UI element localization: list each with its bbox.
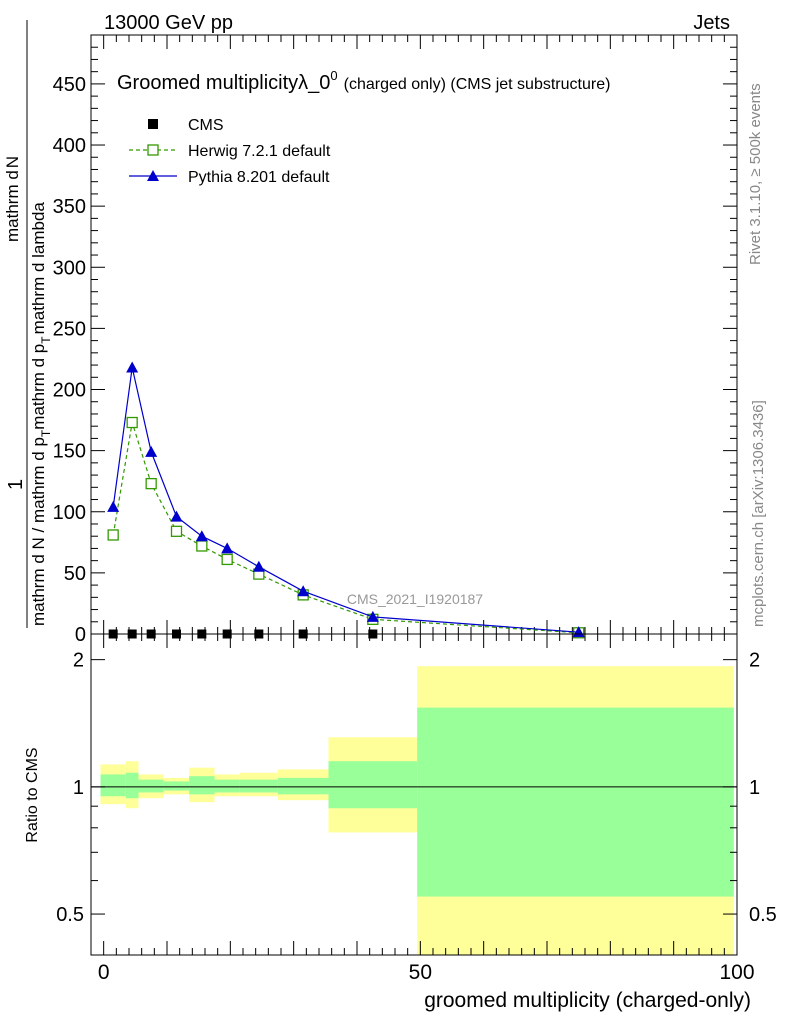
side-note-mcplots: mcplots.cern.ch [arXiv:1306.3436] — [750, 400, 767, 627]
data-point-herwig — [196, 540, 208, 552]
x-axis-label: groomed multiplicity (charged-only) — [424, 989, 751, 1012]
analysis-watermark: CMS_2021_I1920187 — [347, 591, 483, 607]
y-tick-label: 150 — [53, 441, 86, 463]
y-tick-label: 250 — [53, 318, 86, 340]
ratio-band-stat — [100, 774, 126, 797]
legend-label-cms: CMS — [188, 117, 224, 134]
ratio-y-tick-label: 0.5 — [56, 904, 84, 926]
ylabel-mid-sub: T — [39, 336, 53, 344]
ratio-bands — [100, 666, 734, 955]
main-y-label: 1 mathrm d N / mathrm d pTmathrm d pTmat… — [3, 20, 53, 628]
y-tick-label: 400 — [53, 135, 86, 157]
y-tick-label: 0 — [75, 624, 86, 646]
ratio-band-stat — [277, 777, 329, 795]
header-right: Jets — [693, 12, 730, 34]
ylabel-left: mathrm d N / mathrm d p — [29, 437, 48, 626]
title-subtitle: (charged only) (CMS jet substructure) — [344, 76, 611, 93]
ratio-band-stat — [125, 772, 139, 799]
data-point-herwig — [221, 553, 233, 566]
ratio-band-stat — [214, 779, 240, 793]
ratio-y-tick-label-right: 1 — [749, 777, 760, 799]
ratio-y-tick-label-right: 2 — [749, 650, 760, 672]
y-tick-label: 100 — [53, 502, 86, 524]
ylabel-left-sub: T — [39, 429, 53, 437]
data-point-herwig — [107, 529, 119, 541]
ylabel-top-n: N — [3, 156, 22, 168]
ratio-y-tick-label-right: 0.5 — [749, 904, 777, 926]
data-point-herwig — [170, 525, 183, 537]
ratio-y-tick-label: 1 — [73, 777, 84, 799]
ratio-band-stat — [189, 776, 215, 795]
main-panel: 0 50 100 150 200 250 300 350 400 450 Groomed mult… — [53, 34, 738, 646]
data-point-pythia — [195, 530, 208, 542]
y-tick-label: 50 — [64, 563, 86, 585]
legend-label-herwig: Herwig 7.2.1 default — [188, 143, 331, 160]
ratio-band-stat — [239, 779, 278, 793]
data-point-pythia — [297, 585, 310, 597]
legend: CMS Herwig 7.2.1 default Pythia 8.201 de… — [129, 117, 331, 186]
y-tick-label: 200 — [53, 380, 86, 402]
data-point-pythia — [170, 510, 183, 522]
legend-marker-cms — [148, 119, 158, 129]
x-tick-label: 0 — [98, 961, 110, 984]
x-tick-label: 100 — [719, 961, 754, 984]
legend-marker-herwig — [147, 144, 159, 156]
ratio-x-ticks: 0 50 100 — [98, 634, 755, 984]
data-point-pythia — [366, 610, 379, 622]
side-note-rivet: Rivet 3.1.10, ≥ 500k events — [747, 83, 764, 265]
ylabel-top: mathrm d — [3, 170, 22, 242]
x-tick-label: 50 — [409, 961, 432, 984]
y-tick-label: 300 — [53, 257, 86, 279]
ratio-y-tick-label: 2 — [73, 650, 84, 672]
ratio-band-stat — [163, 781, 190, 791]
header-left: 13000 GeV pp — [104, 12, 233, 34]
main-title: Groomed multiplicityλ_00 (charged only) (… — [117, 68, 610, 94]
y-tick-label: 350 — [53, 196, 86, 218]
legend-marker-pythia — [147, 170, 159, 181]
ratio-y-ticks: 0.5 0.5 1 1 2 2 — [56, 650, 777, 926]
data-point-pythia — [221, 542, 234, 554]
ratio-frame — [90, 633, 738, 956]
data-point-herwig — [145, 477, 157, 490]
ratio-band-stat — [417, 707, 734, 897]
ylabel-mid: mathrm d p — [29, 344, 48, 430]
ylabel-fraction-numerator: 1 — [5, 479, 27, 490]
data-point-pythia — [126, 361, 139, 373]
main-y-ticks: 0 50 100 150 200 250 300 350 400 450 — [53, 34, 737, 646]
ylabel-denominator: mathrm d N / mathrm d pTmathrm d pTmathr… — [29, 202, 53, 626]
title-main: Groomed multiplicityλ_0 — [117, 72, 330, 94]
title-superscript: 0 — [330, 68, 337, 83]
y-tick-label: 450 — [53, 74, 86, 96]
ratio-y-label: Ratio to CMS — [24, 747, 41, 842]
ratio-band-stat — [138, 779, 164, 793]
ylabel-right: mathrm d lambda — [29, 202, 48, 335]
series-line-1 — [112, 422, 579, 634]
legend-label-pythia: Pythia 8.201 default — [188, 169, 330, 186]
data-point-herwig — [126, 416, 138, 429]
data-point-pythia — [145, 445, 158, 457]
series-line-2 — [112, 367, 579, 633]
ratio-panel: 0.5 0.5 1 1 2 2 0 50 100 — [56, 633, 777, 984]
data-point-pythia — [252, 560, 265, 572]
ylabel-numerator-2: mathrm d N — [3, 156, 22, 242]
data-point-pythia — [107, 500, 120, 512]
ratio-band-stat — [328, 761, 418, 809]
